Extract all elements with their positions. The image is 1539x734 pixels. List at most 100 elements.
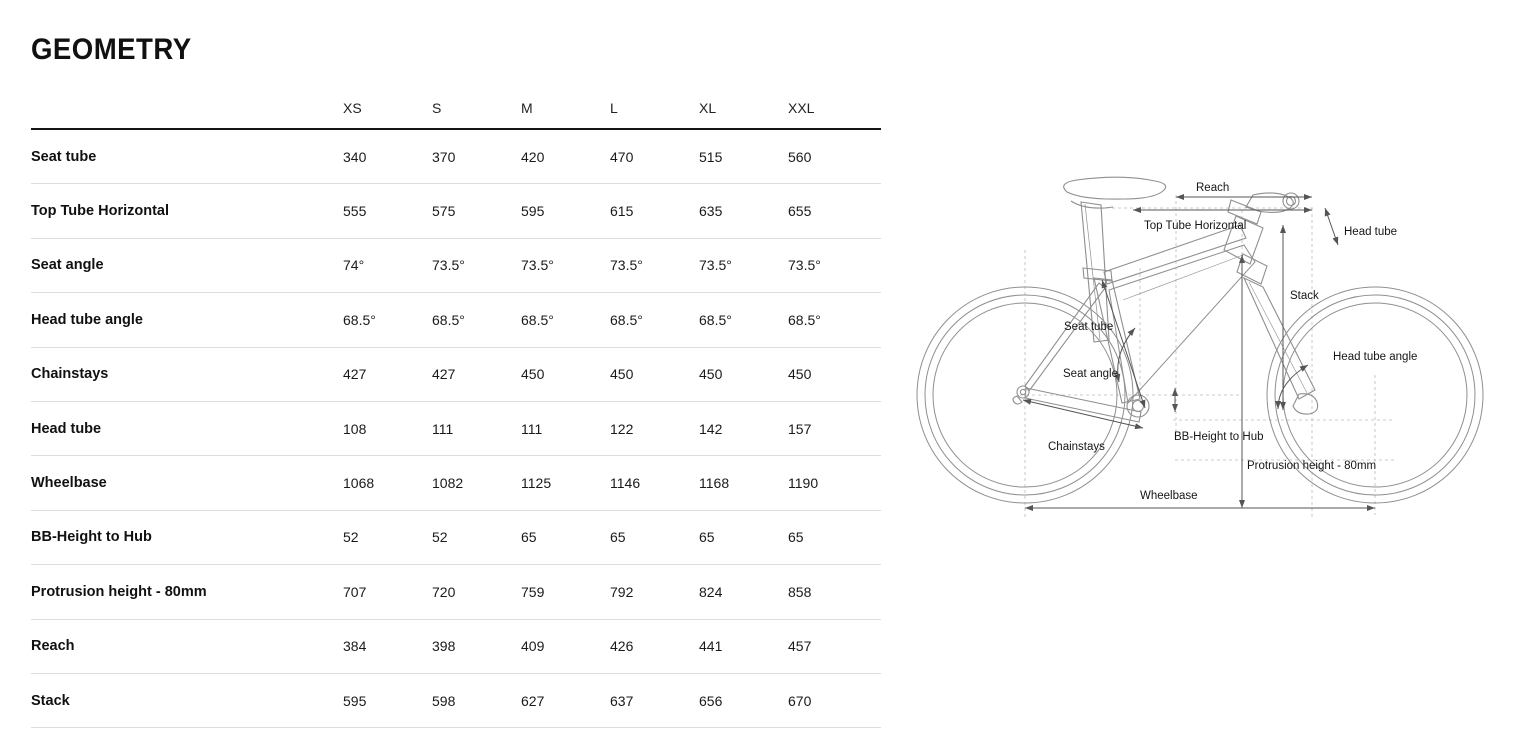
table-cell: 384 bbox=[343, 619, 432, 674]
table-cell: 370 bbox=[432, 129, 521, 185]
table-cell: 450 bbox=[788, 347, 881, 402]
table-cell: 615 bbox=[610, 183, 699, 239]
table-body: Seat tube 340 370 420 470 515 560 Top Tube Hori… bbox=[31, 129, 881, 729]
bicycle-frame bbox=[1012, 176, 1319, 423]
row-label: Seat tube bbox=[31, 129, 343, 185]
row-label: Seat angle bbox=[31, 238, 343, 294]
table-row: Seat angle 74° 73.5° 73.5° 73.5° 73.5° 73.5° bbox=[31, 238, 881, 294]
row-label: Top Tube Horizontal bbox=[31, 183, 343, 239]
table-cell: 470 bbox=[610, 129, 699, 185]
table-row: BB-Height to Hub 52 52 65 65 65 65 bbox=[31, 510, 881, 566]
table-cell: 65 bbox=[610, 510, 699, 566]
table-cell: 108 bbox=[343, 401, 432, 457]
diagram-label-top-tube-horizontal: Top Tube Horizontal bbox=[1144, 220, 1246, 232]
table-row: Head tube 108 111 111 122 142 157 bbox=[31, 401, 881, 457]
diagram-label-wheelbase: Wheelbase bbox=[1140, 490, 1198, 502]
geometry-table-container: XS S M L XL XXL Seat tube 340 370 420 470 515… bbox=[31, 88, 881, 729]
table-cell: 635 bbox=[699, 183, 788, 239]
table-cell: 68.5° bbox=[432, 292, 521, 348]
table-cell: 157 bbox=[788, 401, 881, 457]
table-row: Stack 595 598 627 637 656 670 bbox=[31, 673, 881, 729]
row-label: Head tube bbox=[31, 401, 343, 457]
page-title: GEOMETRY bbox=[31, 33, 192, 66]
row-label: Stack bbox=[31, 673, 343, 729]
row-label: Reach bbox=[31, 619, 343, 674]
table-cell: 427 bbox=[343, 347, 432, 402]
table-cell: 555 bbox=[343, 183, 432, 239]
diagram-label-head-tube: Head tube bbox=[1344, 226, 1397, 238]
row-label: Head tube angle bbox=[31, 292, 343, 348]
dimension-lines bbox=[1022, 194, 1375, 511]
table-cell: 73.5° bbox=[521, 238, 610, 294]
table-cell: 707 bbox=[343, 564, 432, 620]
table-cell: 74° bbox=[343, 238, 432, 294]
seat-angle-arc bbox=[1114, 327, 1136, 383]
table-cell: 457 bbox=[788, 619, 881, 674]
table-cell: 52 bbox=[432, 510, 521, 566]
table-cell: 1068 bbox=[343, 455, 432, 511]
table-cell: 398 bbox=[432, 619, 521, 674]
head-tube-dimension bbox=[1324, 207, 1339, 246]
table-row: Chainstays 427 427 450 450 450 450 bbox=[31, 347, 881, 402]
table-cell: 450 bbox=[521, 347, 610, 402]
table-cell: 68.5° bbox=[788, 292, 881, 348]
column-header-xl: XL bbox=[699, 88, 788, 130]
table-cell: 560 bbox=[788, 129, 881, 185]
table-cell: 68.5° bbox=[521, 292, 610, 348]
table-header-row: XS S M L XL XXL bbox=[31, 88, 881, 130]
bicycle-geometry-diagram: Reach Top Tube Horizontal Head tube Stac… bbox=[895, 150, 1535, 550]
table-cell: 792 bbox=[610, 564, 699, 620]
table-cell: 427 bbox=[432, 347, 521, 402]
table-cell: 73.5° bbox=[788, 238, 881, 294]
table-cell: 759 bbox=[521, 564, 610, 620]
diagram-label-reach: Reach bbox=[1196, 182, 1229, 194]
row-label: Protrusion height - 80mm bbox=[31, 564, 343, 620]
table-cell: 68.5° bbox=[699, 292, 788, 348]
diagram-label-seat-angle: Seat angle bbox=[1063, 368, 1118, 380]
chainstays-dimension bbox=[1022, 398, 1144, 430]
table-cell: 122 bbox=[610, 401, 699, 457]
diagram-label-chainstays: Chainstays bbox=[1048, 441, 1105, 453]
table-cell: 409 bbox=[521, 619, 610, 674]
diagram-label-bb-height-to-hub: BB-Height to Hub bbox=[1174, 431, 1264, 443]
row-label: Chainstays bbox=[31, 347, 343, 402]
table-cell: 656 bbox=[699, 673, 788, 729]
table-cell: 68.5° bbox=[610, 292, 699, 348]
table-cell: 720 bbox=[432, 564, 521, 620]
table-cell: 65 bbox=[699, 510, 788, 566]
row-label: Wheelbase bbox=[31, 455, 343, 511]
table-cell: 420 bbox=[521, 129, 610, 185]
column-header-label bbox=[31, 88, 343, 130]
table-cell: 450 bbox=[610, 347, 699, 402]
table-cell: 515 bbox=[699, 129, 788, 185]
column-header-m: M bbox=[521, 88, 610, 130]
table-cell: 824 bbox=[699, 564, 788, 620]
table-cell: 142 bbox=[699, 401, 788, 457]
table-cell: 65 bbox=[788, 510, 881, 566]
table-row: Head tube angle 68.5° 68.5° 68.5° 68.5° 68.5°… bbox=[31, 292, 881, 348]
head-tube-angle-arc bbox=[1275, 364, 1309, 410]
table-row: Wheelbase 1068 1082 1125 1146 1168 1190 bbox=[31, 455, 881, 511]
table-cell: 1082 bbox=[432, 455, 521, 511]
table-cell: 858 bbox=[788, 564, 881, 620]
geometry-table: XS S M L XL XXL Seat tube 340 370 420 470 515… bbox=[31, 88, 881, 729]
table-cell: 450 bbox=[699, 347, 788, 402]
table-row: Top Tube Horizontal 555 575 595 615 635 655 bbox=[31, 183, 881, 239]
column-header-xxl: XXL bbox=[788, 88, 881, 130]
table-cell: 655 bbox=[788, 183, 881, 239]
table-cell: 441 bbox=[699, 619, 788, 674]
table-row: Reach 384 398 409 426 441 457 bbox=[31, 619, 881, 674]
row-label: BB-Height to Hub bbox=[31, 510, 343, 566]
table-cell: 426 bbox=[610, 619, 699, 674]
table-cell: 52 bbox=[343, 510, 432, 566]
table-cell: 1125 bbox=[521, 455, 610, 511]
table-cell: 637 bbox=[610, 673, 699, 729]
diagram-label-stack: Stack bbox=[1290, 290, 1319, 302]
table-cell: 1168 bbox=[699, 455, 788, 511]
table-cell: 595 bbox=[343, 673, 432, 729]
table-cell: 68.5° bbox=[343, 292, 432, 348]
table-head: XS S M L XL XXL bbox=[31, 88, 881, 130]
column-header-xs: XS bbox=[343, 88, 432, 130]
column-header-s: S bbox=[432, 88, 521, 130]
table-cell: 111 bbox=[521, 401, 610, 457]
